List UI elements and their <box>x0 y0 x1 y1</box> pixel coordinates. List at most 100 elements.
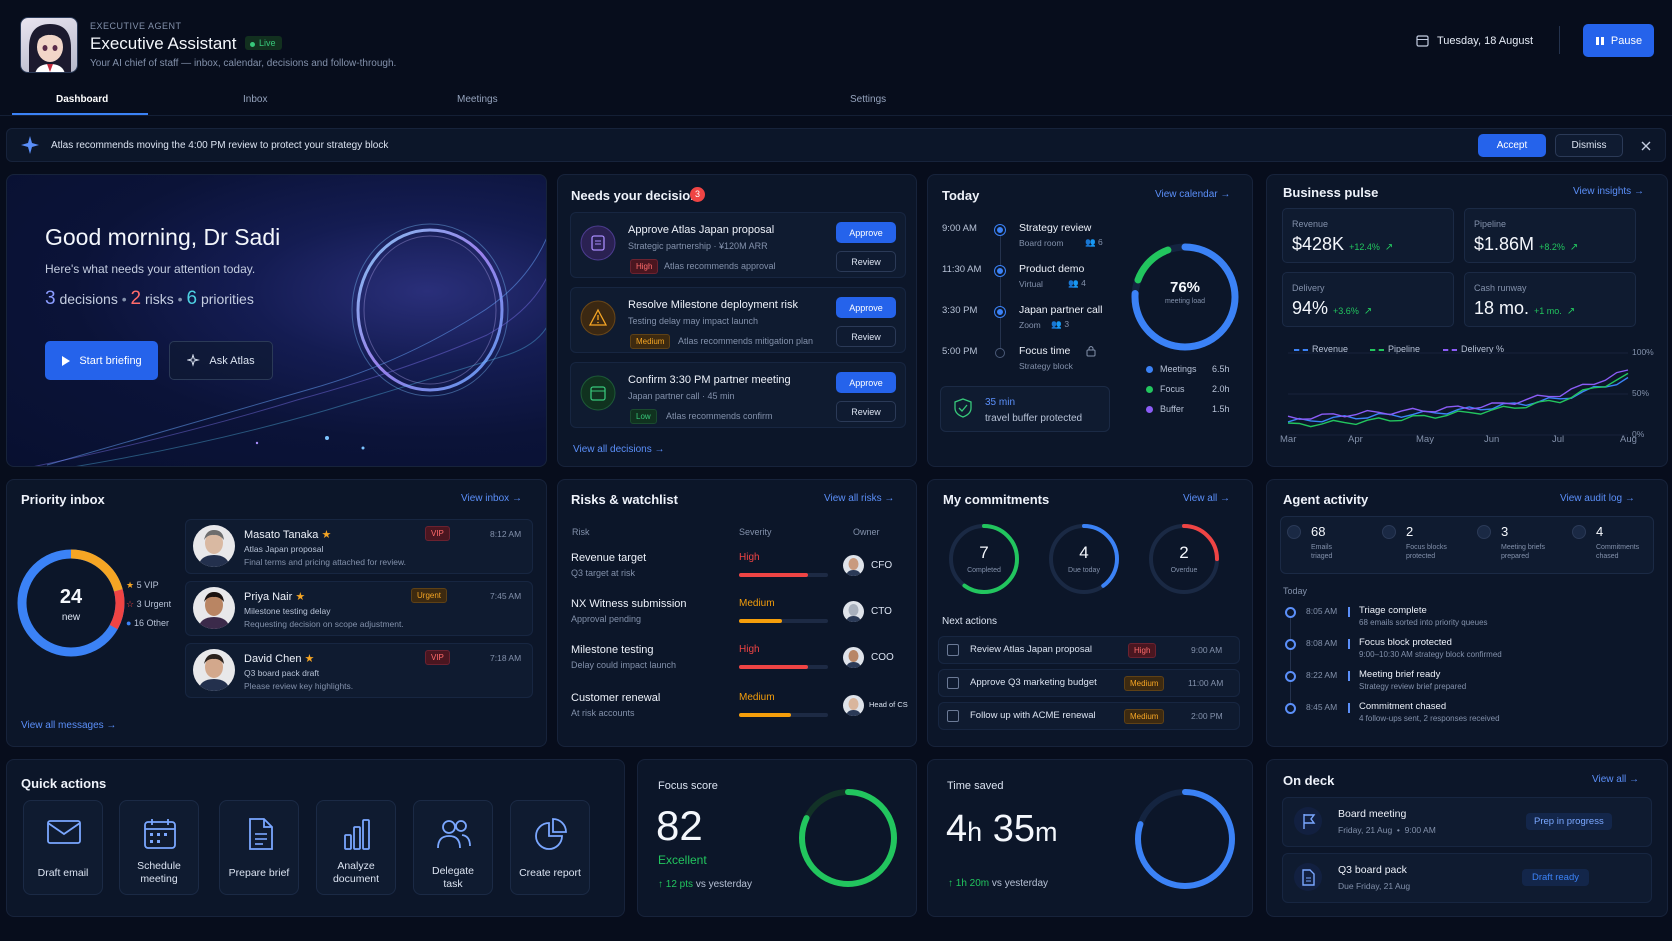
lock-icon <box>1086 344 1096 362</box>
review-button[interactable]: Review <box>836 251 896 272</box>
focus-delta-value: 12 pts <box>665 879 694 890</box>
create-report-button[interactable]: Create report <box>510 800 590 895</box>
close-icon[interactable] <box>1640 139 1652 157</box>
log-time: 8:05 AM <box>1306 606 1338 616</box>
tab-settings[interactable]: Settings <box>850 94 887 105</box>
tab-dashboard[interactable]: Dashboard <box>56 94 109 105</box>
approve-button[interactable]: Approve <box>836 222 896 243</box>
inbox-message[interactable] <box>185 519 533 574</box>
kpi-tile[interactable] <box>1282 208 1454 263</box>
time-saved-delta: ↑ 1h 20m vs yesterday <box>948 878 1048 889</box>
risk-title[interactable]: NX Witness submission <box>571 598 687 610</box>
mail-icon <box>1287 525 1301 539</box>
series-line <box>1287 369 1629 420</box>
meeting-load-value: 76% <box>1169 279 1201 296</box>
view-all-commitments-link[interactable]: View all <box>1183 493 1230 504</box>
legend-value: 2.0h <box>1212 384 1230 394</box>
message-time: 7:18 AM <box>490 653 522 663</box>
draft-email-button[interactable]: Draft email <box>23 800 103 895</box>
timeline-dot <box>995 307 1005 317</box>
event-time: 3:30 PM <box>942 305 978 316</box>
action-checkbox[interactable] <box>947 710 959 722</box>
log-today-label: Today <box>1283 586 1308 596</box>
x-tick-label: Mar <box>1280 434 1297 445</box>
severity-bar-track <box>739 665 828 669</box>
analyze-document-label: Analyze document <box>332 860 380 885</box>
pause-button[interactable]: Pause <box>1583 24 1654 57</box>
kpi-tile[interactable] <box>1464 208 1636 263</box>
accept-button[interactable]: Accept <box>1478 134 1546 157</box>
review-button[interactable]: Review <box>836 401 896 422</box>
approve-button[interactable]: Approve <box>836 297 896 318</box>
view-all-decisions-link[interactable]: View all decisions <box>573 444 665 455</box>
meeting-load-ring <box>1131 243 1239 351</box>
deck-item-sub: Due Friday, 21 Aug <box>1338 881 1411 891</box>
inbox-legend-item: ☆ 3 Urgent <box>126 599 172 609</box>
schedule-meeting-button[interactable]: Schedule meeting <box>119 800 199 895</box>
hero-card <box>6 174 547 467</box>
risks-label: risks <box>145 291 174 307</box>
event-time: 5:00 PM <box>942 346 978 357</box>
start-briefing-button[interactable]: Start briefing <box>45 341 158 380</box>
view-insights-link[interactable]: View insights <box>1573 186 1644 197</box>
kpi-label: Revenue <box>1292 219 1329 229</box>
x-tick-label: Apr <box>1348 434 1363 445</box>
agent-avatar <box>20 17 78 73</box>
approve-button[interactable]: Approve <box>836 372 896 393</box>
legend-name: Meetings <box>1160 364 1197 374</box>
event-title[interactable]: Strategy review <box>1019 222 1092 234</box>
tab-meetings[interactable]: Meetings <box>457 94 498 105</box>
risk-title[interactable]: Revenue target <box>571 552 647 564</box>
focus-delta-vs: vs yesterday <box>695 879 752 890</box>
ask-atlas-button[interactable]: Ask Atlas <box>169 341 273 380</box>
risk-title[interactable]: Customer renewal <box>571 692 661 704</box>
owner-avatar <box>843 601 864 622</box>
action-text: Approve Q3 marketing budget <box>970 677 1097 688</box>
tab-inbox[interactable]: Inbox <box>243 94 268 105</box>
view-all-messages-link[interactable]: View all messages <box>21 720 116 731</box>
action-checkbox[interactable] <box>947 677 959 689</box>
trend-up-icon: ↗ <box>1363 306 1373 317</box>
message-time: 7:45 AM <box>490 591 522 601</box>
warning-icon <box>580 300 616 341</box>
kpi-tile[interactable] <box>1282 272 1454 327</box>
event-title[interactable]: Focus time <box>1019 345 1071 357</box>
inbox-title: Priority inbox <box>21 492 105 507</box>
commitment-count: 2 <box>1179 543 1189 562</box>
legend-name: Buffer <box>1160 404 1184 414</box>
kpi-value: 94% +3.6% ↗ <box>1292 298 1373 318</box>
inbox-message[interactable] <box>185 643 533 698</box>
view-all-risks-link[interactable]: View all risks <box>824 493 894 504</box>
log-time: 8:22 AM <box>1306 670 1338 680</box>
owner-avatar <box>843 695 864 716</box>
chart-legend-item: Pipeline <box>1370 344 1420 354</box>
dismiss-button[interactable]: Dismiss <box>1555 134 1623 157</box>
risk-title[interactable]: Milestone testing <box>571 644 654 656</box>
inbox-count: 24 <box>59 586 83 608</box>
delegate-task-button[interactable]: Delegate task <box>413 800 493 895</box>
event-title[interactable]: Product demo <box>1019 263 1085 275</box>
inbox-legend-item: ● 16 Other <box>126 618 169 628</box>
deck-item-sub: Friday, 21 Aug • 9:00 AM <box>1338 825 1436 835</box>
view-all-on-deck-link[interactable]: View all <box>1592 774 1639 785</box>
prepare-brief-button[interactable]: Prepare brief <box>219 800 299 895</box>
view-audit-log-link[interactable]: View audit log <box>1560 493 1635 504</box>
on-deck-item[interactable] <box>1282 853 1652 903</box>
app-title: Executive Assistant <box>90 34 237 53</box>
view-calendar-link[interactable]: View calendar <box>1155 189 1230 200</box>
flag-icon <box>1293 806 1323 841</box>
analyze-document-button[interactable]: Analyze document <box>316 800 396 895</box>
inbox-message[interactable] <box>185 581 533 636</box>
live-badge: Live <box>245 36 282 50</box>
message-tag: Urgent <box>411 588 448 603</box>
event-title[interactable]: Japan partner call <box>1019 304 1103 316</box>
kpi-delta: +12.4% <box>1349 242 1380 252</box>
kpi-tile[interactable] <box>1464 272 1636 327</box>
review-button[interactable]: Review <box>836 326 896 347</box>
banner-text: Atlas recommends moving the 4:00 PM revi… <box>51 140 389 151</box>
action-text: Review Atlas Japan proposal <box>970 644 1092 655</box>
stat-number: 68 <box>1311 524 1326 539</box>
buffer-time: 35 min <box>985 397 1016 408</box>
action-checkbox[interactable] <box>947 644 959 656</box>
view-inbox-link[interactable]: View inbox <box>461 493 522 504</box>
